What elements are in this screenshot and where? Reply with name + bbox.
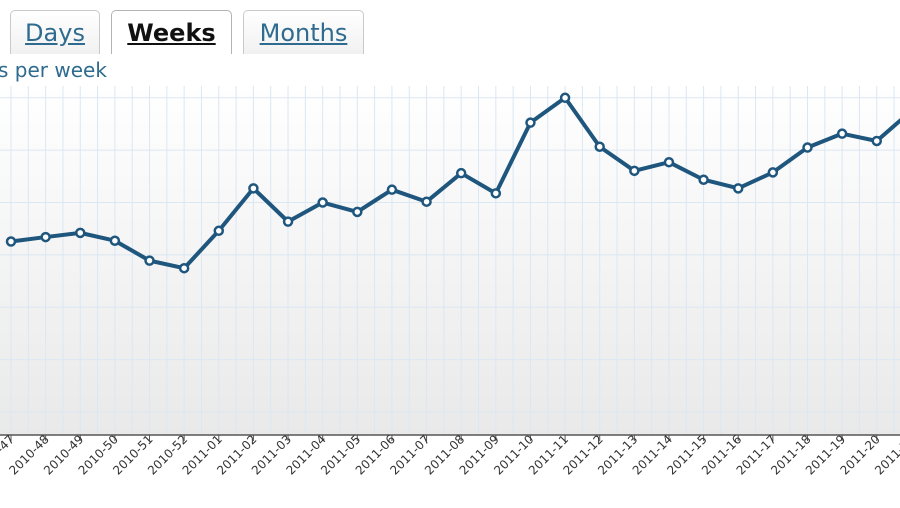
tab-days[interactable]: Days [10,10,100,54]
data-point [352,206,363,218]
data-point [144,255,155,266]
data-point [75,227,86,239]
tab-months[interactable]: Months [243,10,364,54]
data-point [629,165,640,177]
plot-area [0,86,900,435]
data-point [802,142,813,153]
data-point [317,197,328,208]
data-point [525,117,536,128]
data-point [40,231,51,243]
data-point [767,167,779,178]
data-point [178,262,190,274]
data-point [5,236,17,247]
data-point [871,135,882,147]
data-point [421,196,432,207]
data-point [282,216,294,227]
x-axis-ticks: 2010-472010-482010-492010-502010-512010-… [0,432,900,477]
data-point [559,92,571,104]
data-points [5,92,882,274]
data-point [594,141,605,152]
grid-lines [0,86,900,435]
chart-subtitle: s per week [0,58,107,82]
data-point [109,235,121,246]
tab-weeks[interactable]: Weeks [111,10,232,54]
data-point [490,188,502,199]
tab-bar: Days Weeks Months [0,0,900,55]
data-point [248,183,259,194]
data-point [698,174,709,185]
data-point [836,128,848,139]
data-point [663,156,675,168]
data-point [455,167,467,179]
data-point [732,183,744,194]
data-point [213,225,225,237]
data-point [386,184,398,195]
